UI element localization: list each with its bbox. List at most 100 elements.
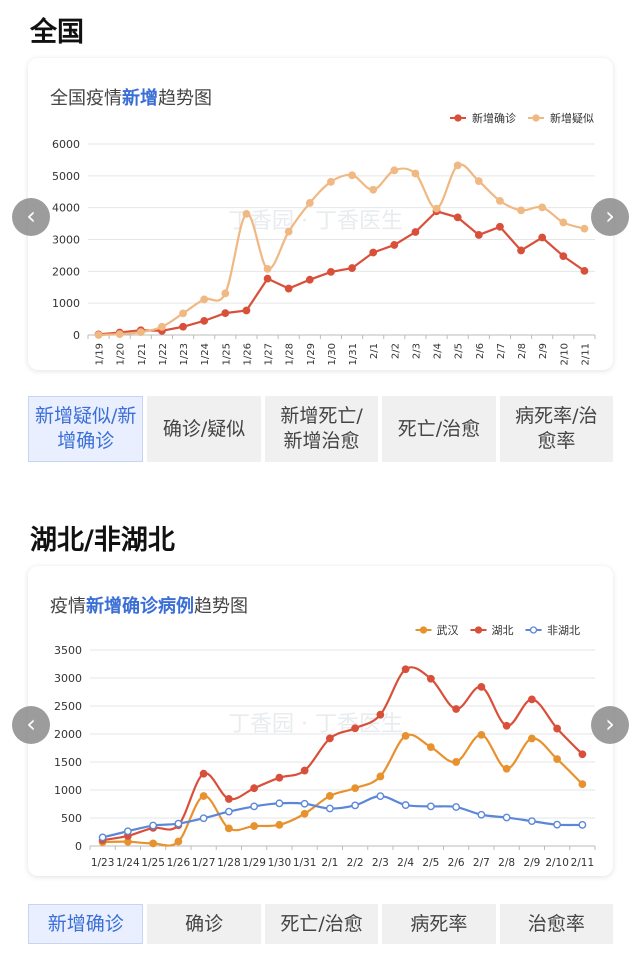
data-point: 1/27: 496 [199,814,208,823]
data-point: 1/31: 1347 [300,766,309,775]
x-tick-label: 1/23 [179,343,190,365]
x-tick-label: 1/20 [116,343,127,365]
tab-new-confirmed[interactable]: 新增确诊 [28,904,144,944]
tab-label: 病死率 [410,912,468,935]
x-tick-label: 1/25 [141,857,165,869]
data-point: 1/25: 46 [149,839,158,848]
tab-cure-rate[interactable]: 治愈率 [499,904,614,944]
data-point: 1/23: 680 [179,309,187,318]
x-tick-label: 2/10 [559,343,570,365]
x-tick-label: 1/31 [293,857,317,869]
tab-fatality-rate[interactable]: 病死率 [382,904,496,944]
data-point: 2/7: 558 [477,810,486,819]
watermark: 丁香园 · 丁香医生 [228,209,403,234]
x-tick-label: 2/4 [433,343,444,359]
data-point: 1/27: 1291 [199,769,208,778]
x-tick-label: 1/28 [285,343,296,365]
tab-confirmed[interactable]: 确诊 [147,904,261,944]
legend-swatch-marker [532,114,540,122]
data-point: 2/4: 3971 [432,204,441,213]
data-point: 1/26: 3806 [242,209,251,218]
data-point: 2/3: 1242 [376,772,385,781]
x-tick-label: 2/10 [545,857,569,869]
data-point: 2/9: 2618 [527,695,536,704]
tab-death-cured[interactable]: 死亡/治愈 [264,904,379,944]
data-point: 2/5: 3694 [453,213,462,222]
tab-confirmed-suspect[interactable]: 确诊/疑似 [147,396,261,462]
data-point: 2/9: 4008 [538,203,547,212]
data-point: 2/11: 2015 [580,266,589,275]
tab-label: 死亡/治愈 [397,417,481,440]
x-tick-label: 2/1 [369,343,380,359]
data-point: 1/31: 2102 [348,264,356,272]
prev-chart-button[interactable]: ‹ [12,198,50,236]
data-point: 2/1: 669 [325,804,334,813]
data-point: 2/8: 509 [502,813,511,822]
x-tick-label: 1/22 [158,343,169,365]
x-tick-label: 2/5 [422,857,439,869]
y-tick-label: 3000 [54,672,82,685]
data-point: 1/24: 1118 [200,295,209,304]
tab-new-suspect-new-confirmed[interactable]: 新增疑似/新增确诊 [28,396,144,462]
x-tick-label: 2/6 [475,343,486,359]
x-tick-label: 1/28 [217,857,241,869]
data-point: 1/26: 399 [174,819,183,828]
data-point: 1/26: 80 [174,837,183,846]
data-point: 1/20: 27 [115,330,124,339]
data-point: 2/1: 1921 [325,734,334,743]
x-tick-label: 2/9 [538,343,549,359]
data-point: 2/10: 3536 [559,218,568,227]
x-tick-label: 1/23 [91,857,115,869]
x-tick-label: 1/30 [327,343,338,365]
tab-new-death-new-cured[interactable]: 新增死亡/新增治愈 [264,396,379,462]
next-chart-button[interactable]: › [591,706,629,744]
x-tick-label: 2/5 [454,343,465,359]
x-tick-label: 2/1 [321,857,338,869]
data-point: 2/2: 2829 [390,241,399,249]
data-point: 1/27: 892 [199,792,208,800]
x-tick-label: 2/11 [571,857,595,869]
data-point: 2/9: 444 [527,817,536,826]
data-point: 2/11: 1638 [578,750,587,759]
x-tick-label: 2/9 [523,857,540,869]
data-point: 1/24: 444 [200,316,209,325]
tab-label: 死亡/治愈 [280,912,363,935]
data-point: 1/25: 688 [221,309,230,317]
tab-death-cured[interactable]: 死亡/治愈 [382,396,496,462]
data-point: 2/2: 1033 [351,784,360,793]
legend-label: 新增确诊 [472,111,516,125]
x-tick-label: 1/19 [95,343,106,365]
data-point: 2/10: 2097 [553,724,562,733]
x-tick-label: 1/30 [268,857,292,869]
data-point: 1/23: 154 [98,833,107,842]
next-chart-button[interactable]: › [591,198,629,236]
y-tick-label: 2000 [54,728,82,741]
series-line-湖北 [102,666,584,842]
data-point: 2/7: 4214 [496,196,504,205]
tab-label: 治愈率 [527,912,585,935]
data-point: 1/22: 257 [158,322,166,331]
prev-chart-button[interactable]: ‹ [12,706,50,744]
tab-fatality-cure-rate[interactable]: 病死率/治愈率 [499,396,614,462]
national-chart-tabs: 新增疑似/新增确诊 确诊/疑似 新增死亡/新增治愈 死亡/治愈 病死率/治愈率 [28,396,614,462]
data-point: 2/1: 2590 [369,248,378,257]
tab-label: 确诊 [185,912,224,935]
tab-label: 病死率/治愈率 [515,405,598,452]
data-point: 2/7: 3399 [496,222,504,231]
x-tick-label: 1/26 [242,343,253,365]
data-point: 1/30: 1982 [327,268,335,276]
data-point: 1/25: 365 [149,821,158,830]
y-tick-label: 2500 [54,700,82,713]
legend-label: 新增疑似 [550,111,594,125]
x-tick-label: 2/7 [496,343,507,359]
section-title-national: 全国 [30,17,84,48]
x-tick-label: 2/11 [580,343,591,365]
data-point: 2/8: 3916 [517,206,525,215]
chart-title-prefix: 疫情 [50,596,86,617]
data-point: 2/6: 2447 [452,705,461,713]
legend-swatch-marker [474,626,483,634]
chart-title-highlight: 新增确诊病例 [86,596,194,617]
data-point: 2/3: 5072 [411,169,420,178]
x-tick-label: 2/8 [498,857,515,869]
national-line-chart: 0 1000 2000 3000 4000 5000 6000 1/19 1/20 1/21 1/2… [52,111,596,365]
